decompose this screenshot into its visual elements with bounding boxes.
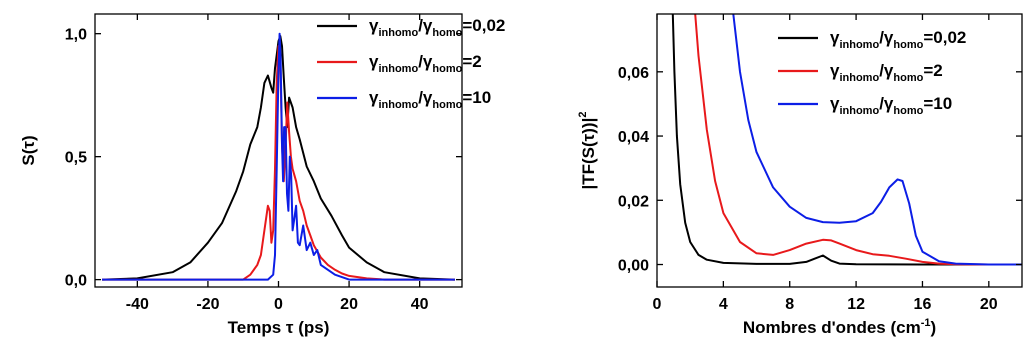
x-tick-label: 16: [914, 296, 932, 313]
legend-slash: /: [418, 16, 423, 35]
legend-slash: /: [879, 94, 884, 113]
legend-slash: /: [879, 28, 884, 47]
legend-entry-0: γinhomo/γhomo=0,02: [369, 16, 505, 39]
x-tick-label: 40: [411, 296, 429, 313]
x-axis-label-main: Temps τ (ps): [228, 318, 330, 337]
legend-value: =2: [923, 61, 942, 80]
legend-gamma: γ: [830, 94, 840, 113]
legend-gamma: γ: [369, 52, 379, 71]
y-axis-label-sup: 2: [577, 112, 589, 118]
legend-value: =0,02: [462, 16, 505, 35]
x-tick-label: -20: [196, 296, 219, 313]
legend-gamma: γ: [884, 28, 894, 47]
legend-gamma: γ: [369, 16, 379, 35]
y-tick-label: 0,00: [618, 258, 649, 275]
legend-sub-inhomo: inhomo: [378, 63, 418, 75]
legend-gamma: γ: [884, 94, 894, 113]
legend-gamma: γ: [884, 61, 894, 80]
legend-gamma: γ: [830, 61, 840, 80]
legend-value: =10: [462, 88, 491, 107]
y-axis-label-main: S(τ): [19, 135, 38, 165]
legend-sub-inhomo: inhomo: [378, 27, 418, 39]
legend-sub-inhomo: inhomo: [839, 39, 879, 51]
legend-sub-homo: homo: [893, 39, 923, 51]
legend-sub-homo: homo: [432, 27, 462, 39]
y-axis-label-main: |TF(S(τ))|: [579, 118, 598, 190]
legend-slash: /: [418, 52, 423, 71]
y-tick-label: 0,04: [618, 129, 649, 146]
legend-entry-0: γinhomo/γhomo=0,02: [830, 28, 966, 51]
legend-sub-inhomo: inhomo: [839, 72, 879, 84]
legend-entry-1: γinhomo/γhomo=2: [830, 61, 943, 84]
legend-gamma: γ: [423, 16, 433, 35]
legend-gamma: γ: [423, 52, 433, 71]
legend-entry-1: γinhomo/γhomo=2: [369, 52, 482, 75]
legend-sub-homo: homo: [432, 63, 462, 75]
y-tick-label: 0,02: [618, 193, 649, 210]
legend-slash: /: [418, 88, 423, 107]
y-tick-label: 0,0: [65, 273, 87, 290]
chart-frequency-domain: 0 4 8 12 16 20 0,00 0,02 0,04 0,06 Nombres d'ondes…: [577, 13, 1023, 337]
y-axis-label: |TF(S(τ))|2: [577, 112, 598, 190]
x-tick-label: 0: [274, 296, 283, 313]
series-line-2: [102, 32, 455, 281]
x-axis-label: Temps τ (ps): [228, 318, 330, 337]
legend-sub-inhomo: inhomo: [839, 105, 879, 117]
legend-gamma: γ: [369, 88, 379, 107]
x-axis-label-sup: -1: [921, 317, 931, 329]
x-tick-label: 4: [719, 296, 728, 313]
x-tick-label: 0: [653, 296, 662, 313]
x-axis-label-main: Nombres d'ondes (cm: [743, 318, 921, 337]
legend-sub-homo: homo: [432, 99, 462, 111]
legend-sub-inhomo: inhomo: [378, 99, 418, 111]
x-tick-label: -40: [126, 296, 149, 313]
x-tick-label: 20: [340, 296, 358, 313]
legend-value: =0,02: [923, 28, 966, 47]
legend-slash: /: [879, 61, 884, 80]
legend-gamma: γ: [423, 88, 433, 107]
plot-frame: [656, 13, 1023, 288]
x-tick-label: 20: [980, 296, 998, 313]
series-line-0: [102, 35, 455, 281]
series-line-1: [694, 14, 1022, 266]
legend-entry-2: γinhomo/γhomo=10: [369, 88, 491, 111]
y-tick-label: 1,0: [65, 27, 87, 44]
legend-sub-homo: homo: [893, 105, 923, 117]
series-line-2: [732, 14, 1022, 266]
legend-entry-2: γinhomo/γhomo=10: [830, 94, 952, 117]
legend-sub-homo: homo: [893, 72, 923, 84]
y-tick-label: 0,5: [65, 150, 87, 167]
x-tick-label: 12: [847, 296, 865, 313]
x-axis-label-end: ): [930, 318, 936, 337]
legend-gamma: γ: [830, 28, 840, 47]
y-axis-label: S(τ): [19, 135, 38, 165]
x-tick-label: 8: [785, 296, 794, 313]
legend-value: =2: [462, 52, 481, 71]
legend-value: =10: [923, 94, 952, 113]
series-line-1: [102, 45, 455, 281]
series-line-0: [671, 14, 1022, 266]
y-tick-label: 0,06: [618, 65, 649, 82]
x-axis-label: Nombres d'ondes (cm-1): [743, 317, 936, 337]
